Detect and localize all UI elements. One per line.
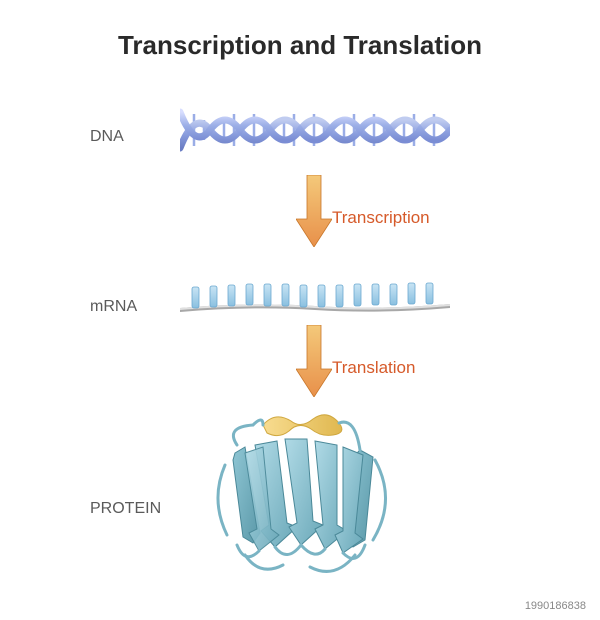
protein-label: PROTEIN: [90, 500, 161, 518]
transcription-label: Transcription: [332, 208, 430, 228]
translation-arrow: [296, 325, 332, 397]
dna-label: DNA: [90, 128, 124, 146]
translation-label: Translation: [332, 358, 415, 378]
dna-helix-graphic: [180, 100, 450, 160]
watermark-id: 1990186838: [525, 600, 586, 612]
mrna-label: mRNA: [90, 298, 137, 316]
transcription-arrow: [296, 175, 332, 247]
diagram-title: Transcription and Translation: [0, 30, 600, 61]
mrna-graphic: [180, 280, 450, 322]
protein-graphic: [205, 405, 400, 580]
